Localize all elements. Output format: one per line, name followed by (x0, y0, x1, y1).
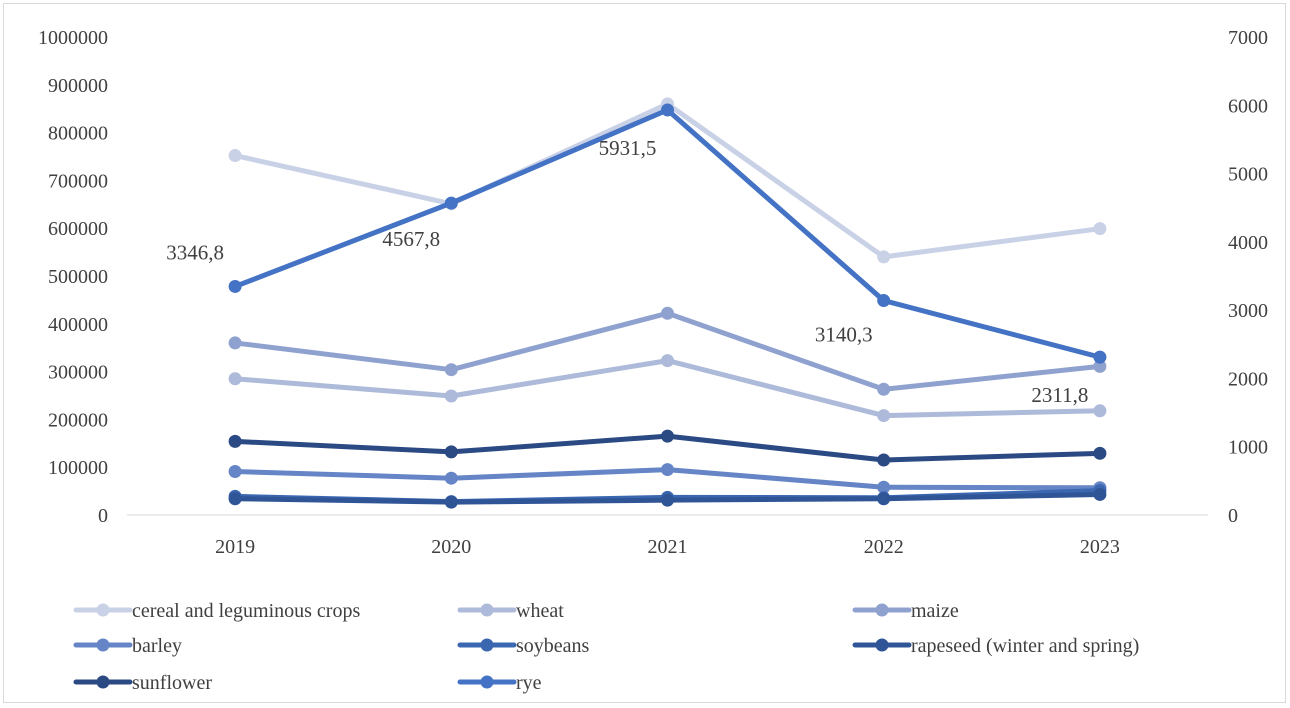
y-left-tick-label: 300000 (48, 362, 108, 384)
legend-marker (480, 638, 494, 652)
legend-label: rye (516, 672, 542, 694)
data-point (877, 480, 891, 494)
data-point (444, 445, 458, 459)
y-right-tick-label: 1000 (1228, 437, 1268, 459)
data-point (228, 279, 242, 293)
data-point (661, 306, 674, 320)
x-tick-label: 2020 (431, 536, 471, 558)
data-point (661, 354, 674, 368)
data-point (1093, 404, 1107, 418)
data-point (877, 453, 891, 467)
legend-label: cereal and leguminous crops (132, 600, 360, 622)
legend-marker (480, 603, 494, 617)
y-right-tick-label: 6000 (1228, 95, 1268, 117)
y-right-tick-label: 2000 (1228, 368, 1268, 390)
data-point (877, 250, 891, 264)
data-point (661, 429, 674, 443)
data-point (661, 493, 674, 507)
legend-label: barley (132, 635, 182, 657)
x-tick-label: 2021 (648, 536, 688, 558)
data-point (877, 382, 891, 396)
data-point (1093, 487, 1107, 501)
data-point (1093, 359, 1107, 373)
legend-label: maize (911, 600, 959, 622)
y-left-tick-label: 800000 (48, 123, 108, 145)
y-right-tick-label: 3000 (1228, 300, 1268, 322)
data-point (444, 471, 458, 485)
data-label: 4567,8 (382, 227, 440, 251)
legend-marker (875, 603, 889, 617)
legend-marker (480, 675, 494, 689)
y-left-tick-label: 200000 (48, 409, 108, 431)
data-point (228, 372, 242, 386)
data-label: 3346,8 (166, 240, 224, 264)
y-left-tick-label: 1000000 (38, 27, 108, 49)
x-tick-label: 2019 (215, 536, 255, 558)
data-point (444, 363, 458, 377)
data-point (228, 336, 242, 350)
y-right-tick-label: 7000 (1228, 27, 1268, 49)
legend-label: sunflower (132, 672, 212, 694)
y-left-tick-label: 900000 (48, 75, 108, 97)
data-point (228, 434, 242, 448)
series-line (232, 107, 1103, 360)
data-point (444, 495, 458, 509)
legend-marker (96, 675, 110, 689)
y-left-tick-label: 400000 (48, 314, 108, 336)
data-point (877, 409, 891, 423)
data-point (1093, 222, 1107, 236)
legend-marker (96, 603, 110, 617)
data-label: 2311,8 (1031, 383, 1088, 407)
data-point (877, 492, 891, 506)
data-point (661, 463, 674, 477)
data-label: 5931,5 (599, 136, 657, 160)
legend-marker (96, 638, 110, 652)
legend-label: wheat (516, 600, 564, 622)
legend-label: soybeans (516, 635, 590, 657)
y-left-tick-label: 600000 (48, 218, 108, 240)
data-point (661, 103, 674, 117)
data-point (228, 149, 242, 163)
data-point (1093, 446, 1107, 460)
data-point (877, 294, 891, 308)
x-tick-label: 2023 (1080, 536, 1120, 558)
y-right-tick-label: 0 (1228, 505, 1238, 527)
y-right-tick-label: 4000 (1228, 232, 1268, 254)
data-point (228, 465, 242, 479)
y-right-tick-label: 5000 (1228, 164, 1268, 186)
legend-label: rapeseed (winter and spring) (911, 635, 1139, 657)
y-left-tick-label: 500000 (48, 266, 108, 288)
series-line (232, 358, 1103, 419)
data-point (444, 196, 458, 210)
data-label: 3140,3 (815, 323, 873, 347)
x-tick-label: 2022 (864, 536, 904, 558)
chart-frame (3, 3, 1286, 703)
data-point (444, 389, 458, 403)
data-point (228, 492, 242, 506)
y-left-tick-label: 700000 (48, 170, 108, 192)
y-left-tick-label: 0 (98, 505, 108, 527)
legend-marker (875, 638, 889, 652)
data-point (1093, 350, 1107, 364)
y-left-tick-label: 100000 (48, 457, 108, 479)
